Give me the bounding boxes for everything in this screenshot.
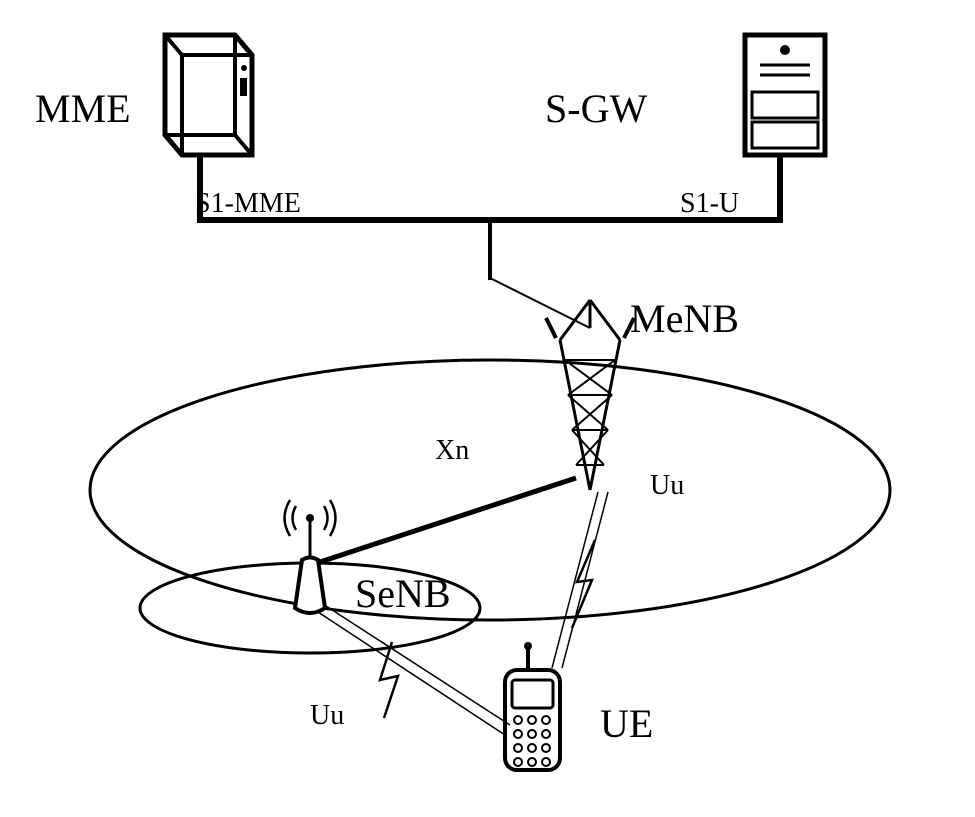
- menb-node: [546, 300, 634, 490]
- menb-label: MeNB: [630, 295, 739, 342]
- xn-label: Xn: [435, 435, 469, 467]
- uu-senb-ue-a: [318, 612, 505, 735]
- s1-u-label: S1-U: [680, 188, 739, 220]
- diagram-canvas: MME S-GW MeNB SeNB UE S1-MME S1-U Xn Uu …: [0, 0, 975, 817]
- senb-label: SeNB: [355, 570, 451, 617]
- uu1-label: Uu: [650, 470, 684, 502]
- mme-label: MME: [35, 85, 131, 132]
- uu-senb-bolt: [380, 642, 398, 718]
- senb-node: [285, 500, 336, 613]
- sgw-node: [745, 35, 825, 155]
- uu2-label: Uu: [310, 700, 344, 732]
- ue-node: [505, 642, 560, 770]
- sgw-label: S-GW: [545, 85, 647, 132]
- xn-link: [320, 478, 576, 562]
- ue-label: UE: [600, 700, 653, 747]
- s1-mme-label: S1-MME: [195, 188, 301, 220]
- uu-senb-ue-b: [326, 606, 510, 725]
- macro-coverage: [90, 360, 890, 620]
- mme-node: [165, 35, 252, 155]
- diagram-svg: [0, 0, 975, 817]
